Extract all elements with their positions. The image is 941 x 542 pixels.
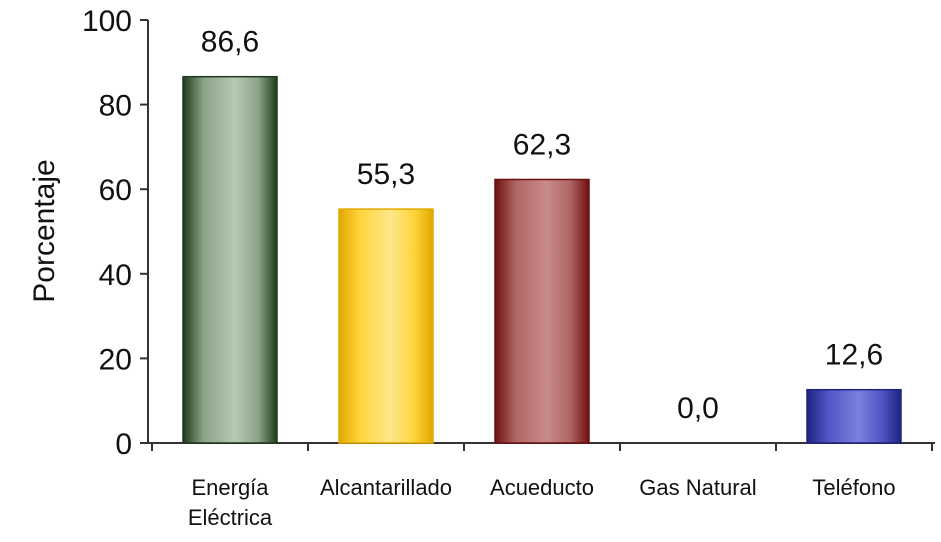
y-axis-title: Porcentaje (28, 159, 61, 302)
y-tick-label: 60 (99, 174, 132, 207)
data-label: 86,6 (201, 26, 259, 59)
y-tick-label: 20 (99, 343, 132, 376)
x-category-label: Energía (191, 475, 269, 500)
data-label: 0,0 (677, 392, 719, 425)
plot-area: 0 20 40 60 80 100 86,6 Energía Eléctrica 55,3 Alca… (82, 5, 935, 530)
bar (182, 75, 278, 444)
bar (494, 178, 590, 444)
data-label: 55,3 (357, 158, 415, 191)
data-label: 12,6 (825, 339, 883, 372)
bar (806, 388, 902, 444)
x-category-label: Gas Natural (639, 475, 756, 500)
x-category-label: Teléfono (812, 475, 895, 500)
y-tick-label: 40 (99, 259, 132, 292)
x-category-label: Alcantarillado (320, 475, 452, 500)
data-label: 62,3 (513, 128, 571, 161)
x-category-label: Acueducto (490, 475, 594, 500)
y-tick-label: 0 (115, 428, 132, 461)
bar (338, 208, 434, 444)
x-category-label: Eléctrica (188, 505, 273, 530)
y-tick-label: 80 (99, 90, 132, 123)
y-tick-label: 100 (82, 5, 132, 38)
